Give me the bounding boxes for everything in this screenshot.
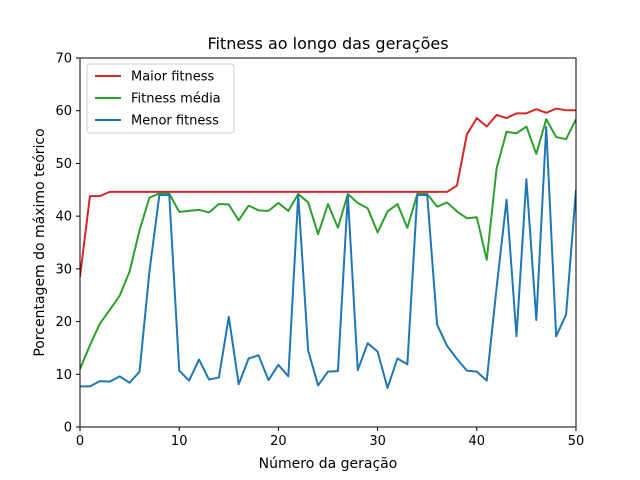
- y-tick-label: 20: [55, 315, 72, 330]
- chart-title: Fitness ao longo das gerações: [207, 34, 448, 53]
- x-tick-label: 30: [369, 434, 386, 449]
- x-tick-label: 0: [76, 434, 84, 449]
- y-tick-label: 10: [55, 368, 72, 383]
- y-tick-label: 70: [55, 52, 72, 67]
- x-tick-label: 10: [171, 434, 188, 449]
- y-axis-label: Porcentagem do máximo teórico: [32, 128, 48, 356]
- legend-label-1: Fitness média: [131, 92, 221, 107]
- y-tick-label: 60: [55, 104, 72, 119]
- legend: Maior fitness Fitness média Menor fitness: [86, 63, 235, 134]
- legend-label-2: Menor fitness: [131, 114, 219, 129]
- x-tick-label: 40: [469, 434, 486, 449]
- plot-frame: [79, 57, 577, 428]
- legend-label-0: Maior fitness: [131, 70, 215, 85]
- x-axis-ticks: 0 10 20 30 40 50: [76, 427, 584, 449]
- series-line-2: [80, 126, 576, 389]
- y-tick-label: 0: [64, 421, 72, 436]
- y-tick-label: 40: [55, 210, 72, 225]
- y-tick-label: 50: [55, 157, 72, 172]
- plot-series-group: [80, 107, 576, 389]
- legend-box: [86, 63, 235, 134]
- series-line-1: [80, 118, 576, 370]
- y-tick-label: 30: [55, 262, 72, 277]
- y-axis-ticks: 0 10 20 30 40 50 60 70: [55, 52, 80, 436]
- series-line-0: [80, 107, 576, 277]
- x-tick-label: 50: [568, 434, 585, 449]
- x-axis-label: Número da geração: [259, 456, 398, 472]
- x-tick-label: 20: [270, 434, 287, 449]
